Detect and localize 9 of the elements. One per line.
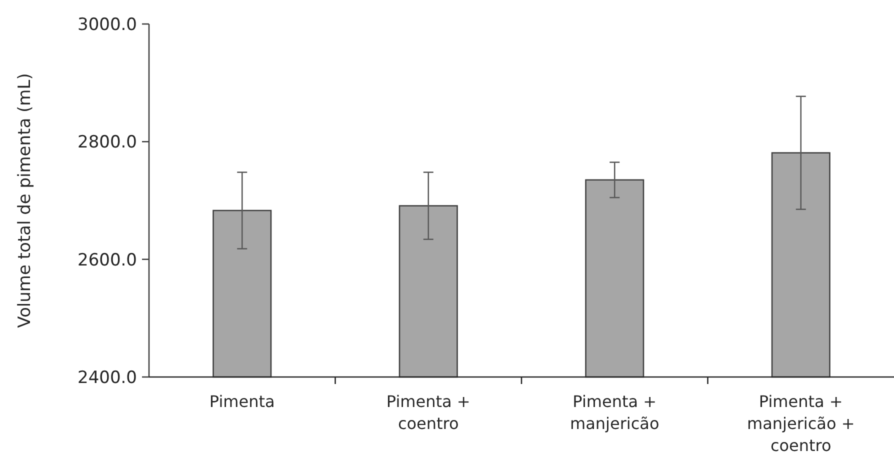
y-tick-label: 2800.0	[78, 132, 137, 153]
y-tick-label: 2600.0	[78, 250, 137, 270]
y-tick-label: 2400.0	[78, 368, 137, 388]
x-tick-label: Pimenta + manjericão	[570, 392, 660, 433]
y-tick-label: 3000.0	[78, 14, 137, 35]
x-tick-label: Pimenta	[209, 392, 275, 411]
y-axis-title: Volume total de pimenta (mL)	[14, 73, 35, 328]
x-tick-label: Pimenta + manjericão + coentro	[747, 392, 855, 455]
x-tick-label: Pimenta + coentro	[386, 392, 470, 433]
